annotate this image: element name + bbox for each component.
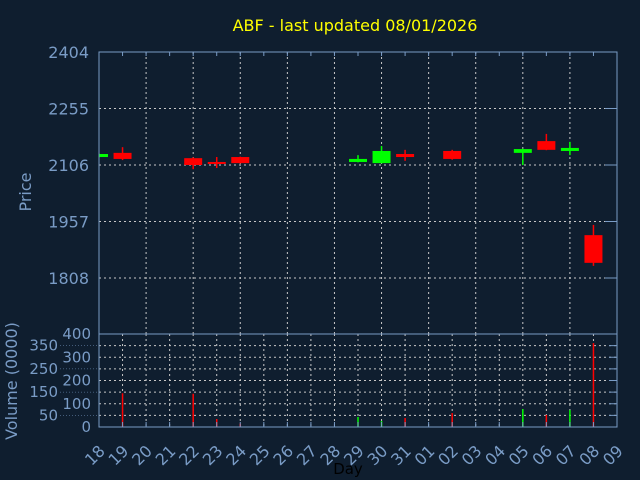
price-tick-label: 1957: [48, 213, 89, 232]
volume-tick-label: 50: [39, 406, 58, 424]
candle-body-29: [349, 158, 367, 162]
price-frame: [98, 51, 618, 335]
candle-body-07: [560, 147, 579, 151]
grid: [99, 52, 617, 427]
price-tick-label: 2255: [48, 100, 89, 119]
volume-frame: [98, 333, 618, 428]
candle-body-08: [584, 235, 603, 263]
price-tick-label: 2106: [48, 156, 89, 175]
candle-body-02: [443, 150, 462, 159]
volume-tick-label: 200: [62, 372, 91, 390]
price-tick-label: 1808: [48, 269, 89, 288]
volume-tick-label: 250: [29, 360, 58, 378]
candle-body-23: [207, 161, 226, 164]
candle-body-05: [513, 149, 532, 153]
volume-tick-label: 150: [29, 383, 58, 401]
candle-body-30: [372, 150, 391, 164]
x-tick-label: 09: [599, 441, 627, 469]
axes: [60, 51, 618, 428]
chart-title: ABF - last updated 08/01/2026: [233, 16, 478, 35]
candles: [99, 133, 603, 266]
volume-tick-label: 350: [29, 337, 58, 355]
candle-body-19: [113, 152, 132, 159]
volume-axis-label: Volume (0000): [2, 322, 21, 440]
candle-body-18: [99, 154, 108, 158]
tick-labels: 2404225521061957180818192021222324252627…: [29, 43, 626, 469]
candle-body-31: [396, 154, 415, 158]
x-axis-label: Day: [333, 460, 363, 478]
price-tick-label: 2404: [48, 43, 89, 62]
candle-body-06: [537, 141, 556, 150]
volume-tick-label: 0: [81, 418, 91, 436]
volume-tick-label: 300: [62, 348, 91, 366]
volume-tick-label: 100: [62, 395, 91, 413]
y-axis-label: Price: [16, 172, 35, 211]
candle-body-24: [231, 157, 250, 164]
volume-tick-label: 400: [62, 325, 91, 343]
candle-body-22: [184, 158, 203, 165]
